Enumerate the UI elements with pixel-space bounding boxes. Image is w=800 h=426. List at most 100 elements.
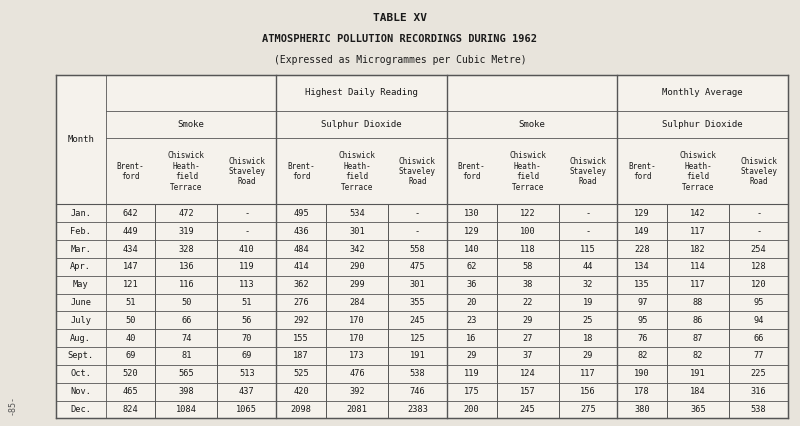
Text: 538: 538 (410, 369, 426, 378)
Text: 184: 184 (690, 387, 706, 396)
Text: 534: 534 (349, 209, 365, 218)
Text: 449: 449 (122, 227, 138, 236)
Text: 97: 97 (637, 298, 647, 307)
Text: 520: 520 (122, 369, 138, 378)
Text: 299: 299 (349, 280, 365, 289)
Text: 19: 19 (582, 298, 594, 307)
Text: 191: 191 (690, 369, 706, 378)
Text: 81: 81 (181, 351, 192, 360)
Text: 62: 62 (466, 262, 477, 271)
Text: Monthly Average: Monthly Average (662, 88, 743, 97)
Text: 191: 191 (410, 351, 426, 360)
Text: 87: 87 (693, 334, 703, 343)
Text: 29: 29 (522, 316, 533, 325)
Text: 29: 29 (466, 351, 477, 360)
Text: Smoke: Smoke (518, 120, 546, 129)
Text: 38: 38 (522, 280, 533, 289)
Text: Dec.: Dec. (70, 405, 91, 414)
Text: -: - (244, 227, 250, 236)
Text: 76: 76 (637, 334, 647, 343)
Text: 36: 36 (466, 280, 477, 289)
Text: (Expressed as Microgrammes per Cubic Metre): (Expressed as Microgrammes per Cubic Met… (274, 55, 526, 65)
Text: 117: 117 (690, 280, 706, 289)
Text: 365: 365 (690, 405, 706, 414)
Text: Nov.: Nov. (70, 387, 91, 396)
Text: Brent-
ford: Brent- ford (287, 162, 315, 181)
Text: 70: 70 (242, 334, 252, 343)
Text: Feb.: Feb. (70, 227, 91, 236)
Text: 142: 142 (690, 209, 706, 218)
Text: 69: 69 (242, 351, 252, 360)
Text: 245: 245 (410, 316, 426, 325)
Text: July: July (70, 316, 91, 325)
Text: 157: 157 (520, 387, 535, 396)
Text: -: - (756, 209, 762, 218)
Text: 380: 380 (634, 405, 650, 414)
Text: 40: 40 (126, 334, 136, 343)
Text: Aug.: Aug. (70, 334, 91, 343)
Text: 245: 245 (520, 405, 535, 414)
Text: 355: 355 (410, 298, 426, 307)
Text: 37: 37 (522, 351, 533, 360)
Text: 129: 129 (464, 227, 479, 236)
Text: 465: 465 (122, 387, 138, 396)
Text: 149: 149 (634, 227, 650, 236)
Text: 290: 290 (349, 262, 365, 271)
Text: 410: 410 (239, 245, 254, 253)
Text: 170: 170 (349, 316, 365, 325)
Text: 475: 475 (410, 262, 426, 271)
Text: -: - (586, 227, 590, 236)
Text: Chiswick
Heath-
field
Terrace: Chiswick Heath- field Terrace (168, 151, 205, 192)
Text: Apr.: Apr. (70, 262, 91, 271)
Text: 147: 147 (122, 262, 138, 271)
Text: Chiswick
Staveley
Road: Chiswick Staveley Road (740, 157, 777, 186)
Text: -: - (244, 209, 250, 218)
Text: 173: 173 (349, 351, 365, 360)
Text: Chiswick
Heath-
field
Terrace: Chiswick Heath- field Terrace (680, 151, 717, 192)
Text: 66: 66 (754, 334, 764, 343)
Text: -: - (415, 209, 420, 218)
Text: Brent-
ford: Brent- ford (458, 162, 486, 181)
Text: 119: 119 (239, 262, 254, 271)
Text: 134: 134 (634, 262, 650, 271)
Text: TABLE XV: TABLE XV (373, 13, 427, 23)
Text: 156: 156 (580, 387, 596, 396)
Text: 495: 495 (293, 209, 309, 218)
Text: Month: Month (67, 135, 94, 144)
Text: -85-: -85- (8, 395, 17, 414)
Text: 16: 16 (466, 334, 477, 343)
Text: 228: 228 (634, 245, 650, 253)
Text: 86: 86 (693, 316, 703, 325)
Text: 136: 136 (178, 262, 194, 271)
Text: 155: 155 (293, 334, 309, 343)
Text: 117: 117 (580, 369, 596, 378)
Text: 130: 130 (464, 209, 479, 218)
Text: 328: 328 (178, 245, 194, 253)
Text: 170: 170 (349, 334, 365, 343)
Text: 200: 200 (464, 405, 479, 414)
Text: 113: 113 (239, 280, 254, 289)
Text: 276: 276 (293, 298, 309, 307)
Text: 2098: 2098 (290, 405, 311, 414)
Text: 824: 824 (122, 405, 138, 414)
Text: 437: 437 (239, 387, 254, 396)
Text: 175: 175 (464, 387, 479, 396)
Text: May: May (73, 280, 89, 289)
Text: 51: 51 (126, 298, 136, 307)
Text: 118: 118 (520, 245, 535, 253)
Text: 74: 74 (181, 334, 192, 343)
Text: Oct.: Oct. (70, 369, 91, 378)
Text: 23: 23 (466, 316, 477, 325)
Text: 95: 95 (637, 316, 647, 325)
Text: 95: 95 (754, 298, 764, 307)
Text: Brent-
ford: Brent- ford (117, 162, 144, 181)
Text: 124: 124 (520, 369, 535, 378)
Text: 642: 642 (122, 209, 138, 218)
Text: 316: 316 (750, 387, 766, 396)
Text: 82: 82 (693, 351, 703, 360)
Text: 125: 125 (410, 334, 426, 343)
Text: -: - (586, 209, 590, 218)
Text: Sulphur Dioxide: Sulphur Dioxide (662, 120, 743, 129)
Text: 275: 275 (580, 405, 596, 414)
Text: 25: 25 (582, 316, 594, 325)
